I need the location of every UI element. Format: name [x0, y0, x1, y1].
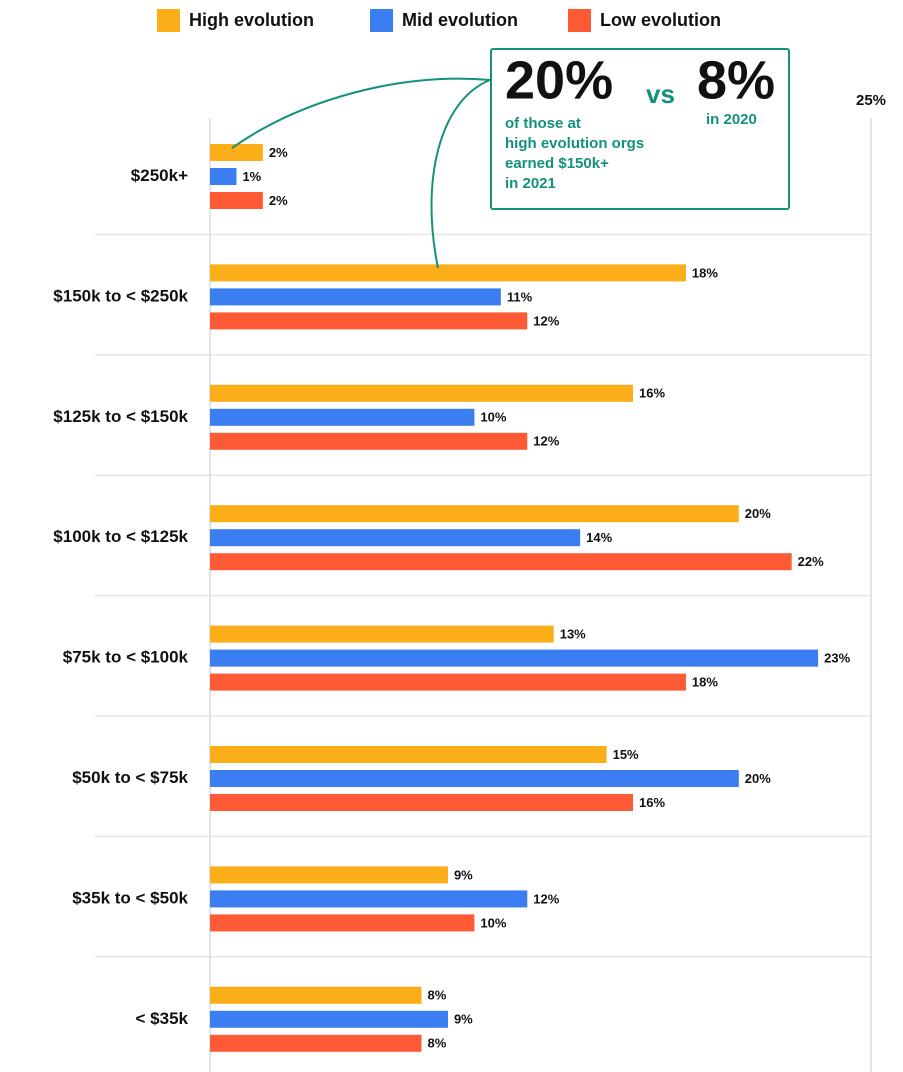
bar — [210, 408, 475, 426]
bar — [210, 890, 528, 908]
bar — [210, 264, 686, 282]
y-tick-label: < $35k — [136, 1009, 189, 1028]
value-label: 22% — [798, 554, 824, 569]
y-tick-label: $75k to < $100k — [63, 648, 189, 667]
bar — [210, 505, 739, 523]
annotation-line: in 2021 — [505, 175, 556, 192]
bar — [210, 384, 634, 402]
annotation-box — [490, 48, 790, 210]
callout-line — [430, 79, 491, 269]
bar — [210, 192, 263, 209]
annotation-vs: vs — [646, 79, 675, 109]
value-label: 15% — [613, 747, 639, 762]
value-label: 18% — [692, 675, 718, 690]
value-label: 2% — [269, 193, 288, 208]
annotation-line: of those at — [505, 115, 581, 132]
value-label: 12% — [533, 434, 559, 449]
value-label: 9% — [454, 867, 473, 882]
value-label: 10% — [480, 915, 506, 930]
value-label: 1% — [242, 169, 261, 184]
legend-label: Low evolution — [600, 10, 721, 30]
y-tick-label: $35k to < $50k — [72, 888, 188, 907]
legend-swatch — [157, 9, 180, 32]
value-label: 23% — [824, 651, 850, 666]
bar — [210, 794, 634, 811]
bar — [210, 168, 237, 185]
bar — [210, 553, 792, 571]
bar — [210, 986, 422, 1004]
bar — [210, 914, 475, 932]
bar — [210, 529, 581, 547]
value-label: 11% — [507, 289, 533, 304]
bar — [210, 144, 263, 161]
value-label: 20% — [745, 506, 771, 521]
value-label: 12% — [533, 891, 559, 906]
value-label: 12% — [533, 313, 559, 328]
y-tick-label: $150k to < $250k — [53, 286, 188, 305]
y-tick-label: $125k to < $150k — [53, 407, 188, 426]
value-label: 8% — [428, 1036, 447, 1051]
bar — [210, 866, 448, 884]
bar — [210, 312, 528, 330]
annotation-compare: 8% — [697, 50, 775, 110]
value-label: 14% — [586, 530, 612, 545]
value-label: 8% — [428, 988, 447, 1003]
value-label: 18% — [692, 265, 718, 280]
x-tick-label: 25% — [856, 92, 886, 109]
legend-swatch — [568, 9, 591, 32]
annotation-big: 20% — [505, 50, 613, 110]
bar — [210, 746, 607, 763]
bar — [210, 625, 554, 643]
legend-swatch — [370, 9, 393, 32]
value-label: 16% — [639, 386, 665, 401]
value-label: 16% — [639, 795, 665, 810]
bar — [210, 1010, 448, 1028]
bar — [210, 673, 686, 691]
value-label: 10% — [480, 410, 506, 425]
value-label: 13% — [560, 627, 586, 642]
legend-label: High evolution — [189, 10, 314, 30]
value-label: 9% — [454, 1012, 473, 1027]
bar — [210, 288, 501, 306]
bar — [210, 649, 819, 667]
bar — [210, 1034, 422, 1052]
bar — [210, 432, 528, 450]
callout-line — [231, 77, 491, 149]
y-tick-label: $250k+ — [131, 166, 188, 185]
annotation-line: earned $150k+ — [505, 155, 609, 172]
y-tick-label: $100k to < $125k — [53, 527, 188, 546]
value-label: 2% — [269, 145, 288, 160]
legend-label: Mid evolution — [402, 10, 518, 30]
y-tick-label: $50k to < $75k — [72, 768, 188, 787]
annotation-line: high evolution orgs — [505, 135, 644, 152]
annotation-compare-note: in 2020 — [706, 111, 757, 128]
bar — [210, 770, 739, 787]
value-label: 20% — [745, 771, 771, 786]
plot: 25%$250k+2%1%2%$150k to < $250k18%11%12%… — [53, 9, 886, 1072]
annotation-text: of those at high evolution orgs earned $15… — [505, 115, 644, 192]
